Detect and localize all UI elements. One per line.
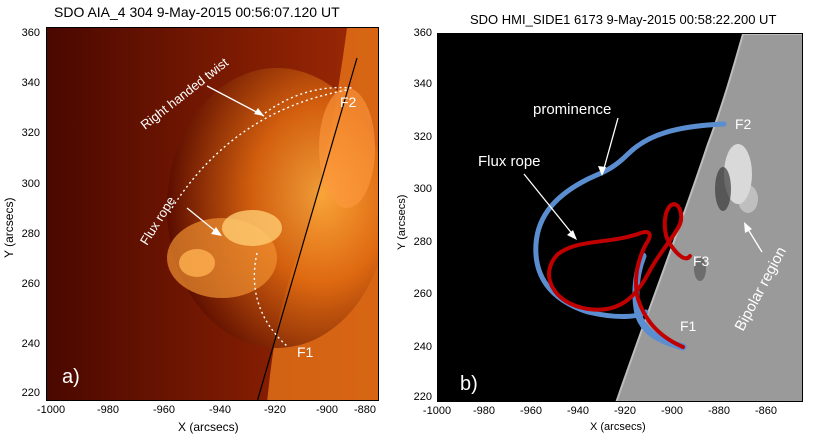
panel-b-title: SDO HMI_SIDE1 6173 9-May-2015 00:58:22.2… bbox=[470, 12, 777, 27]
x-tick: -980 bbox=[472, 405, 496, 417]
prominence-label: prominence bbox=[533, 101, 611, 118]
x-tick: -1000 bbox=[36, 404, 66, 416]
y-tick: 360 bbox=[413, 27, 432, 39]
f2-label-a: F2 bbox=[340, 94, 357, 110]
hmi-image-svg: prominence Flux rope Bipolar region F2 F… bbox=[438, 34, 802, 401]
x-tick: -960 bbox=[519, 405, 543, 417]
x-axis-label-b: X (arcsecs) bbox=[590, 421, 646, 433]
hmi-image: prominence Flux rope Bipolar region F2 F… bbox=[437, 33, 803, 402]
x-axis-label-a: X (arcsecs) bbox=[178, 420, 239, 434]
aia-image: Right handed twist Flux rope F2 F1 a) bbox=[46, 27, 379, 401]
flux-rope-label-b: Flux rope bbox=[478, 153, 541, 170]
x-tick: -880 bbox=[353, 404, 377, 416]
x-tick: -880 bbox=[707, 405, 731, 417]
y-tick: 240 bbox=[21, 338, 40, 350]
x-tick: -920 bbox=[263, 404, 287, 416]
x-tick: -960 bbox=[152, 404, 176, 416]
x-tick: -940 bbox=[566, 405, 590, 417]
y-tick: 300 bbox=[413, 183, 432, 195]
y-tick: 220 bbox=[413, 391, 432, 403]
y-axis-label-b: Y (arcsecs) bbox=[396, 194, 408, 250]
y-tick: 360 bbox=[21, 27, 40, 39]
x-tick: -860 bbox=[754, 405, 778, 417]
y-tick: 260 bbox=[413, 288, 432, 300]
x-tick: -900 bbox=[660, 405, 684, 417]
panel-a-label: a) bbox=[62, 366, 80, 388]
x-tick: -940 bbox=[208, 404, 232, 416]
y-tick: 280 bbox=[21, 228, 40, 240]
y-tick: 340 bbox=[21, 77, 40, 89]
y-tick: 280 bbox=[413, 236, 432, 248]
panel-a-title: SDO AIA_4 304 9-May-2015 00:56:07.120 UT bbox=[54, 4, 340, 20]
f1-label-b: F1 bbox=[680, 318, 697, 334]
y-tick: 340 bbox=[413, 78, 432, 90]
x-tick: -900 bbox=[315, 404, 339, 416]
f3-label-b: F3 bbox=[693, 253, 710, 269]
y-axis-label-a: Y (arcsecs) bbox=[2, 197, 16, 258]
y-tick: 320 bbox=[413, 131, 432, 143]
y-tick: 260 bbox=[21, 278, 40, 290]
y-tick: 320 bbox=[21, 127, 40, 139]
f2-label-b: F2 bbox=[735, 116, 752, 132]
y-tick: 240 bbox=[413, 341, 432, 353]
aia-image-svg: Right handed twist Flux rope F2 F1 a) bbox=[47, 28, 378, 400]
x-tick: -920 bbox=[613, 405, 637, 417]
f1-label-a: F1 bbox=[297, 344, 314, 360]
y-tick: 220 bbox=[21, 387, 40, 399]
panel-b-label: b) bbox=[460, 373, 478, 395]
x-tick: -1000 bbox=[422, 405, 452, 417]
x-tick: -980 bbox=[96, 404, 120, 416]
y-tick: 300 bbox=[21, 178, 40, 190]
